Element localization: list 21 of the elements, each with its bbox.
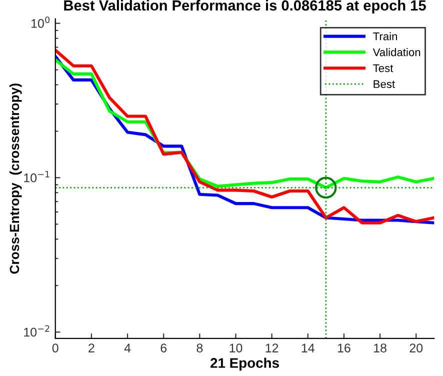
x-axis-title: 21 Epochs xyxy=(210,358,279,371)
x-tick-label: 14 xyxy=(302,344,314,352)
x-tick-label: 6 xyxy=(160,344,167,352)
x-tick-label: 0 xyxy=(52,344,58,352)
x-tick-label: 8 xyxy=(196,344,203,352)
x-tick-label: 18 xyxy=(374,344,386,352)
x-tick-label: 12 xyxy=(266,344,278,352)
x-tick-label: 2 xyxy=(88,344,94,352)
x-tick-label: 4 xyxy=(124,344,131,352)
ref-line-label: Best xyxy=(374,80,395,88)
y-tick-label: 10$^{−2}$ xyxy=(24,325,50,337)
y-tick-label: 10$^{−1}$ xyxy=(24,170,50,182)
x-tick-label: 20 xyxy=(410,344,423,352)
y-tick-label: 10$^{0}$ xyxy=(31,16,50,28)
y-axis-title: Cross-Entropy (crossentropy) xyxy=(9,84,22,274)
legend-label: Validation xyxy=(372,48,420,56)
legend-label: Test xyxy=(373,64,394,72)
chart-title: Best Validation Performance is 0.086185 at epoch 15 xyxy=(64,0,426,14)
legend-label: Train xyxy=(373,32,398,40)
x-tick-label: 10 xyxy=(230,344,242,352)
x-tick-label: 16 xyxy=(338,344,350,352)
